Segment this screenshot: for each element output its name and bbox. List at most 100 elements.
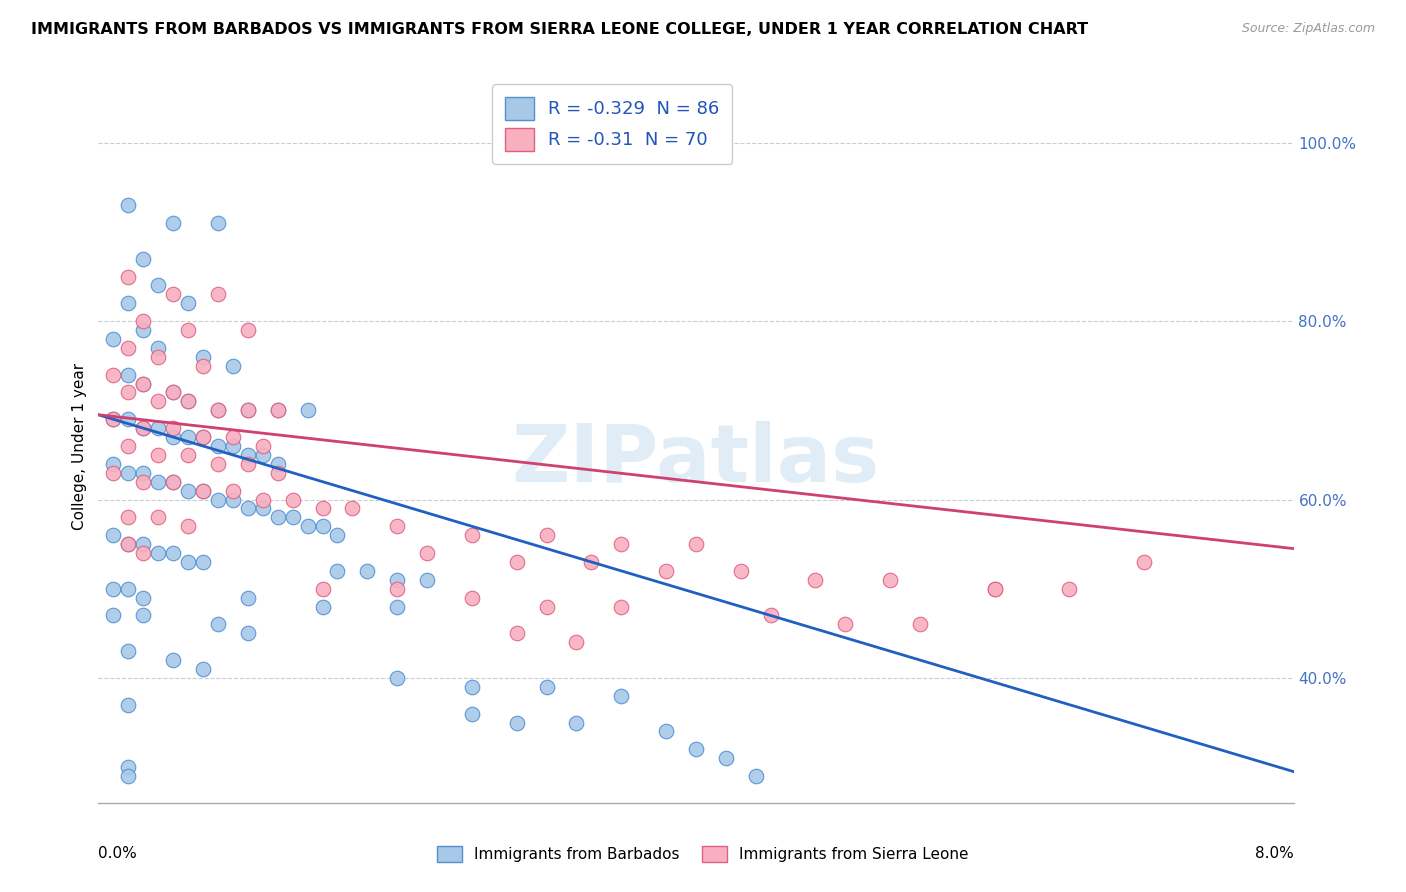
Point: [385, 582, 409, 596]
Point: [103, 368, 125, 382]
Point: [132, 475, 155, 489]
Point: [177, 519, 200, 533]
Point: [222, 430, 245, 444]
Point: [177, 483, 200, 498]
Point: [117, 198, 139, 212]
Point: [177, 555, 200, 569]
Point: [342, 501, 364, 516]
Point: [267, 457, 290, 471]
Point: [236, 323, 259, 337]
Point: [506, 715, 529, 730]
Point: [103, 332, 125, 346]
Point: [148, 510, 170, 524]
Point: [162, 385, 184, 400]
Point: [834, 617, 856, 632]
Point: [685, 742, 707, 756]
Point: [117, 582, 139, 596]
Point: [117, 439, 139, 453]
Point: [117, 296, 139, 310]
Point: [162, 385, 184, 400]
Point: [565, 635, 588, 649]
Y-axis label: College, Under 1 year: College, Under 1 year: [72, 362, 87, 530]
Point: [461, 591, 484, 605]
Point: [222, 359, 245, 373]
Point: [162, 546, 184, 560]
Point: [222, 483, 245, 498]
Point: [207, 403, 229, 417]
Point: [207, 457, 229, 471]
Point: [385, 573, 409, 587]
Point: [207, 439, 229, 453]
Point: [207, 403, 229, 417]
Text: ZIPatlas: ZIPatlas: [512, 421, 880, 500]
Point: [132, 537, 155, 551]
Point: [311, 501, 333, 516]
Legend: Immigrants from Barbados, Immigrants from Sierra Leone: Immigrants from Barbados, Immigrants fro…: [432, 839, 974, 868]
Point: [267, 403, 290, 417]
Point: [565, 715, 588, 730]
Legend: R = -0.329  N = 86, R = -0.31  N = 70: R = -0.329 N = 86, R = -0.31 N = 70: [492, 84, 733, 164]
Point: [132, 546, 155, 560]
Point: [281, 492, 304, 507]
Text: IMMIGRANTS FROM BARBADOS VS IMMIGRANTS FROM SIERRA LEONE COLLEGE, UNDER 1 YEAR C: IMMIGRANTS FROM BARBADOS VS IMMIGRANTS F…: [31, 22, 1088, 37]
Point: [103, 457, 125, 471]
Point: [191, 350, 214, 364]
Point: [191, 430, 214, 444]
Point: [207, 617, 229, 632]
Point: [506, 555, 529, 569]
Point: [177, 394, 200, 409]
Point: [984, 582, 1007, 596]
Point: [984, 582, 1007, 596]
Point: [162, 475, 184, 489]
Point: [1133, 555, 1156, 569]
Point: [162, 430, 184, 444]
Point: [236, 448, 259, 462]
Point: [326, 564, 349, 578]
Point: [132, 466, 155, 480]
Point: [132, 421, 155, 435]
Point: [191, 662, 214, 676]
Point: [252, 439, 274, 453]
Point: [236, 501, 259, 516]
Point: [685, 537, 707, 551]
Point: [252, 492, 274, 507]
Point: [536, 680, 558, 694]
Point: [162, 216, 184, 230]
Point: [148, 546, 170, 560]
Point: [177, 394, 200, 409]
Point: [506, 626, 529, 640]
Point: [610, 689, 633, 703]
Point: [148, 421, 170, 435]
Point: [311, 582, 333, 596]
Point: [117, 510, 139, 524]
Point: [132, 252, 155, 266]
Point: [207, 216, 229, 230]
Point: [117, 537, 139, 551]
Point: [267, 403, 290, 417]
Text: 8.0%: 8.0%: [1254, 846, 1294, 861]
Point: [191, 483, 214, 498]
Text: 0.0%: 0.0%: [98, 846, 138, 861]
Point: [655, 564, 678, 578]
Point: [117, 412, 139, 426]
Point: [311, 599, 333, 614]
Point: [132, 323, 155, 337]
Point: [610, 599, 633, 614]
Point: [162, 287, 184, 301]
Point: [908, 617, 931, 632]
Point: [236, 403, 259, 417]
Point: [117, 760, 139, 774]
Point: [236, 403, 259, 417]
Point: [117, 385, 139, 400]
Point: [356, 564, 378, 578]
Point: [117, 644, 139, 658]
Point: [191, 359, 214, 373]
Point: [117, 341, 139, 355]
Point: [117, 698, 139, 712]
Point: [162, 475, 184, 489]
Point: [879, 573, 901, 587]
Point: [148, 278, 170, 293]
Point: [267, 466, 290, 480]
Point: [326, 528, 349, 542]
Point: [148, 341, 170, 355]
